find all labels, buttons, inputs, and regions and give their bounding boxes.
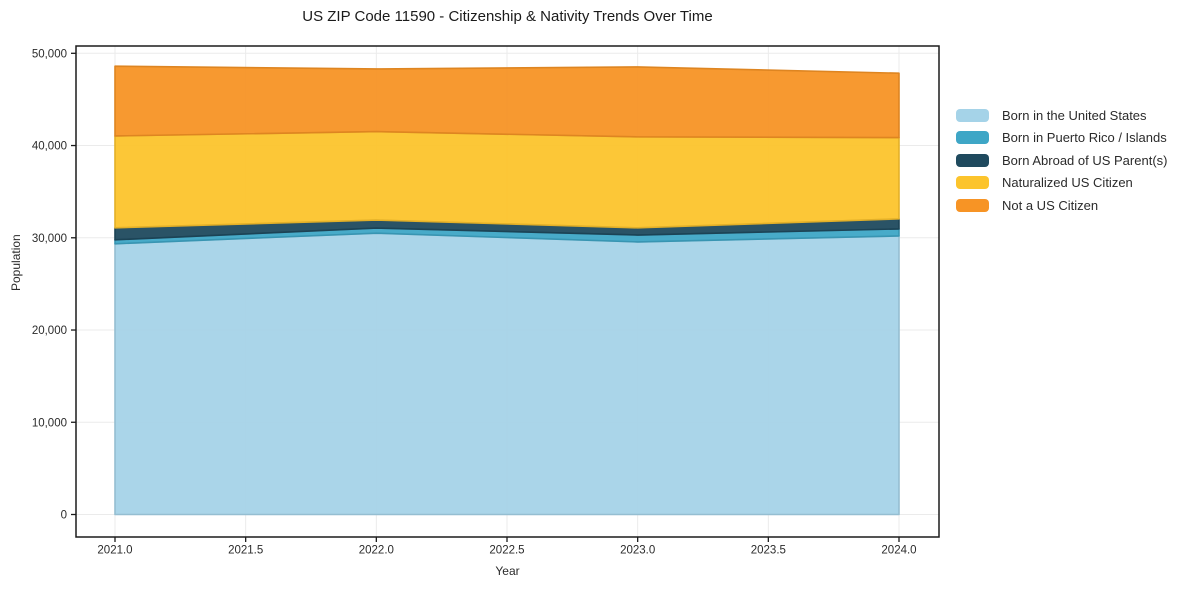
y-tick-label: 30,000: [32, 233, 67, 245]
legend-item-born-in-the-united-states: Born in the United States: [956, 104, 1167, 127]
legend-item-label: Naturalized US Citizen: [1002, 175, 1133, 191]
legend-item-label: Born in Puerto Rico / Islands: [1002, 130, 1167, 146]
legend-swatch: [956, 131, 989, 145]
x-tick-label: 2022.0: [359, 545, 394, 557]
legend-item-born-abroad-of-us-parent-s: Born Abroad of US Parent(s): [956, 149, 1167, 172]
legend: Born in the United States Born in Puerto …: [956, 104, 1167, 217]
legend-item-not-a-us-citizen: Not a US Citizen: [956, 194, 1167, 217]
legend-item-naturalized-us-citizen: Naturalized US Citizen: [956, 172, 1167, 195]
legend-item-label: Not a US Citizen: [1002, 197, 1099, 213]
legend-swatch: [956, 108, 989, 122]
legend-swatch: [956, 176, 989, 190]
x-tick-label: 2023.0: [620, 545, 655, 557]
area-born-in-the-united-states: [114, 232, 900, 516]
area-naturalized-us-citizen: [114, 130, 900, 229]
x-tick-label: 2021.5: [228, 545, 263, 557]
legend-item-born-in-puerto-rico-islands: Born in Puerto Rico / Islands: [956, 127, 1167, 150]
legend-item-label: Born Abroad of US Parent(s): [1002, 152, 1168, 168]
chart-title: US ZIP Code 11590 - Citizenship & Nativi…: [302, 8, 713, 25]
area-not-a-us-citizen: [114, 65, 900, 139]
x-axis-label: Year: [495, 564, 520, 578]
x-tick-label: 2024.0: [881, 545, 916, 557]
legend-swatch: [956, 153, 989, 167]
x-tick-label: 2021.0: [97, 545, 132, 557]
y-tick-label: 20,000: [32, 325, 67, 337]
x-tick-label: 2022.5: [489, 545, 524, 557]
y-tick-label: 40,000: [32, 141, 67, 153]
legend-item-label: Born in the United States: [1002, 107, 1147, 123]
y-tick-label: 50,000: [32, 48, 67, 60]
y-tick-label: 10,000: [32, 417, 67, 429]
x-tick-label: 2023.5: [751, 545, 786, 557]
y-tick-label: 0: [61, 510, 67, 522]
legend-swatch: [956, 198, 989, 212]
